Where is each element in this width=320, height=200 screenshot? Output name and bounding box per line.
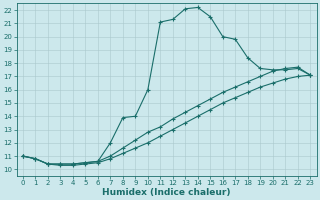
X-axis label: Humidex (Indice chaleur): Humidex (Indice chaleur) <box>102 188 231 197</box>
